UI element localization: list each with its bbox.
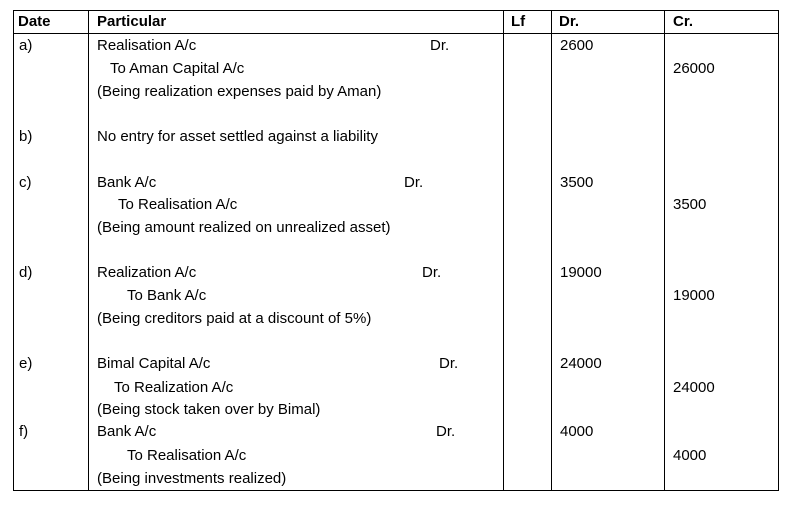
debit-account: Realisation A/c	[97, 37, 197, 54]
entry-date: f)	[19, 423, 29, 440]
header-date: Date	[18, 13, 51, 30]
credit-account: To Realisation A/c	[118, 196, 238, 213]
header-divider	[13, 33, 778, 34]
column-divider	[551, 10, 552, 490]
narration: (Being stock taken over by Bimal)	[97, 401, 321, 418]
entry-date: a)	[19, 37, 33, 54]
entry-date: d)	[19, 264, 33, 281]
dr-amount: 3500	[560, 174, 594, 191]
entry-date: b)	[19, 128, 33, 145]
credit-account: To Realisation A/c	[127, 447, 247, 464]
credit-account: To Aman Capital A/c	[110, 60, 245, 77]
dr-marker: Dr.	[404, 174, 424, 191]
narration: (Being realization expenses paid by Aman…	[97, 83, 382, 100]
credit-account: To Realization A/c	[114, 379, 234, 396]
narration: (Being creditors paid at a discount of 5…	[97, 310, 372, 327]
header-particular: Particular	[97, 13, 167, 30]
journal-table	[13, 10, 779, 491]
dr-amount: 19000	[560, 264, 602, 281]
dr-amount: 2600	[560, 37, 594, 54]
dr-marker: Dr.	[439, 355, 459, 372]
dr-marker: Dr.	[436, 423, 456, 440]
header-cr: Cr.	[673, 13, 694, 30]
entry-date: c)	[19, 174, 32, 191]
narration: (Being amount realized on unrealized ass…	[97, 219, 391, 236]
column-divider	[88, 10, 89, 490]
column-divider	[664, 10, 665, 490]
dr-amount: 4000	[560, 423, 594, 440]
cr-amount: 4000	[673, 447, 707, 464]
dr-marker: Dr.	[422, 264, 442, 281]
cr-amount: 19000	[673, 287, 715, 304]
cr-amount: 24000	[673, 379, 715, 396]
dr-amount: 24000	[560, 355, 602, 372]
column-divider	[503, 10, 504, 490]
cr-amount: 3500	[673, 196, 707, 213]
narration: (Being investments realized)	[97, 470, 287, 487]
header-dr: Dr.	[559, 13, 580, 30]
credit-account: To Bank A/c	[127, 287, 207, 304]
debit-account: Bimal Capital A/c	[97, 355, 211, 372]
entry-note: No entry for asset settled against a lia…	[97, 128, 378, 145]
debit-account: Bank A/c	[97, 174, 157, 191]
dr-marker: Dr.	[430, 37, 450, 54]
debit-account: Realization A/c	[97, 264, 197, 281]
cr-amount: 26000	[673, 60, 715, 77]
entry-date: e)	[19, 355, 33, 372]
debit-account: Bank A/c	[97, 423, 157, 440]
header-lf: Lf	[511, 13, 526, 30]
